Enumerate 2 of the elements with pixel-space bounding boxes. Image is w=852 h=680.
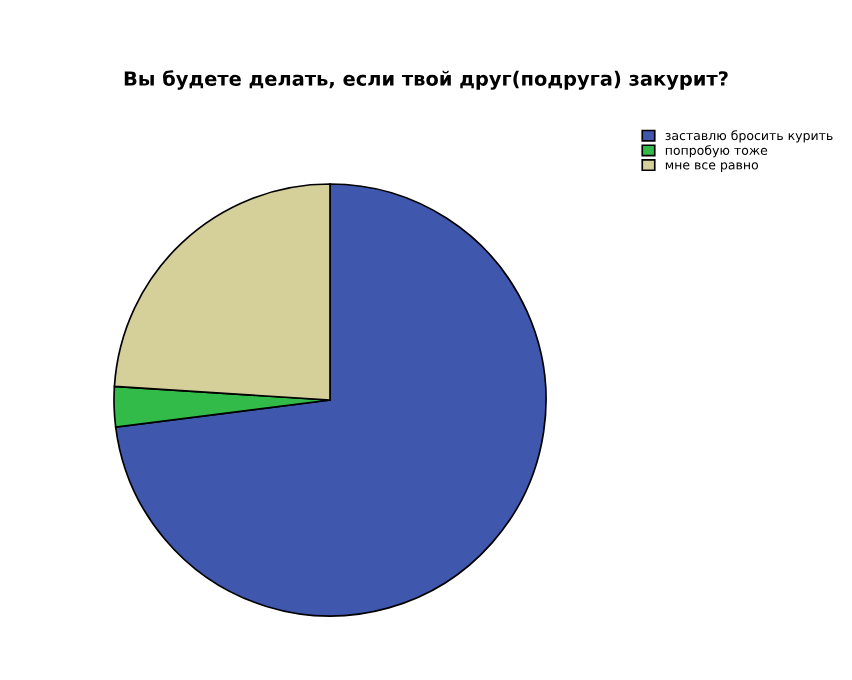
- chart-title: Вы будете делать, если твой друг(подруга) закурит?: [124, 70, 728, 90]
- pie-slice: [114, 183, 547, 617]
